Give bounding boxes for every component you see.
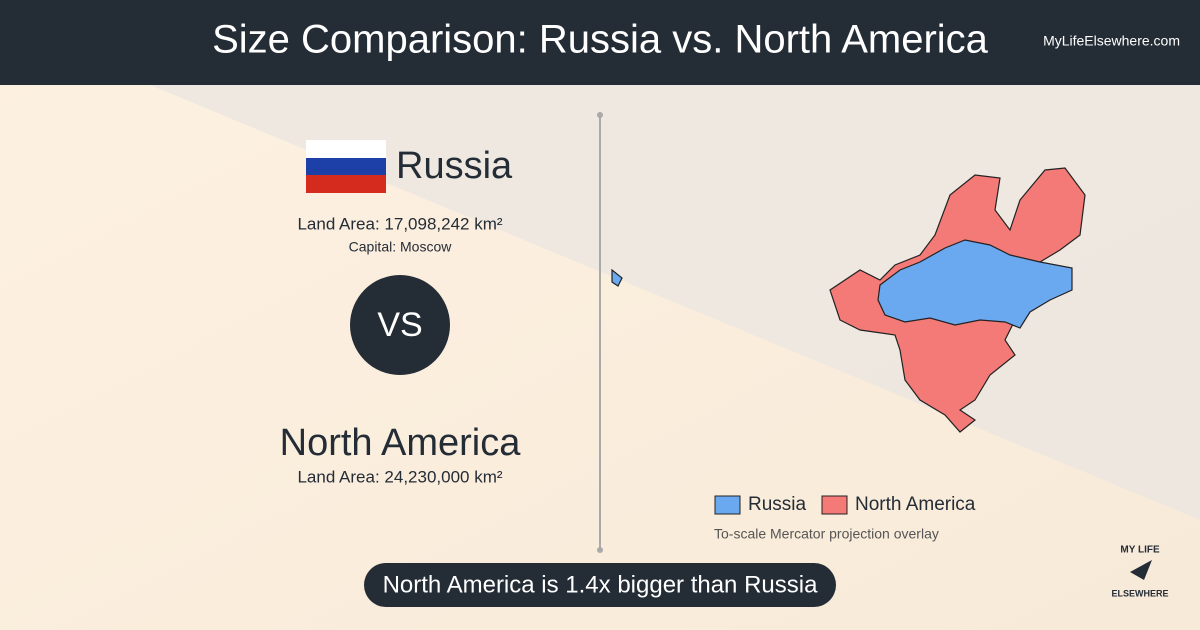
banner [364,563,836,607]
logo-icon [1130,560,1152,580]
divider-end [597,112,603,118]
background-band [150,85,1200,520]
capital: Capital: Moscow [349,239,453,255]
vs-text: VS [377,306,422,344]
legend-label: Russia [748,494,807,515]
header-bar [0,0,1200,85]
title: Size Comparison: Russia vs. North Americ… [212,18,989,62]
land-area: Land Area: 17,098,242 km² [297,214,502,233]
logo-text: ELSEWHERE [1111,588,1168,598]
land-area: Land Area: 24,230,000 km² [297,467,502,486]
country-name: Russia [396,145,513,187]
map-region [611,268,623,287]
map-region [877,239,1073,329]
country-name: North America [280,422,522,464]
logo-text: MY LIFE [1120,545,1160,556]
legend-label: North America [855,494,976,515]
legend-swatch [821,495,848,515]
vs-badge [350,275,450,375]
site-name: MyLifeElsewhere.com [1043,33,1180,49]
flag [306,140,386,193]
divider-end [597,547,603,553]
map-note: To-scale Mercator projection overlay [714,526,939,542]
banner-text: North America is 1.4x bigger than Russia [383,571,819,598]
map [611,167,1086,433]
legend-swatch [714,495,741,515]
